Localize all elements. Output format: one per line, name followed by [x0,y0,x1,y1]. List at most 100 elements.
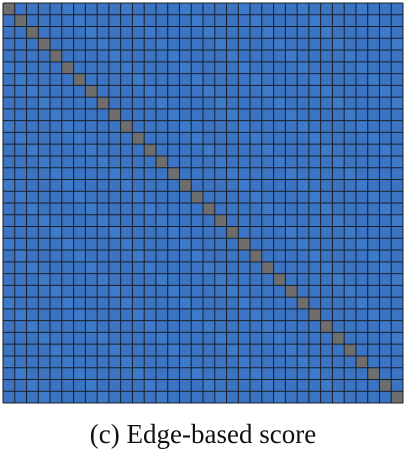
heatmap-cell [120,214,133,227]
heatmap-cell [108,167,121,180]
heatmap-cell [379,61,392,74]
heatmap-cell [320,261,333,274]
heatmap-cell [308,167,321,180]
heatmap-cell [332,214,345,227]
heatmap-cell [3,26,16,39]
heatmap-cell [332,61,345,74]
heatmap-cell [26,179,39,192]
heatmap-cell [214,61,227,74]
heatmap-cell [14,108,27,121]
heatmap-cell [261,214,274,227]
heatmap-cell [285,261,298,274]
heatmap-cell [367,14,380,27]
heatmap-cell [203,285,216,298]
heatmap-cell [3,203,16,216]
heatmap-cell [73,38,86,51]
heatmap-cell [297,367,310,380]
heatmap-cell [144,50,157,63]
heatmap-cell [144,320,157,333]
heatmap-cell [226,379,239,392]
heatmap-cell [73,308,86,321]
heatmap-cell [344,214,357,227]
heatmap-cell [379,285,392,298]
heatmap-cell [3,85,16,98]
diagonal-cell [191,191,204,204]
heatmap-cell [191,50,204,63]
heatmap-cell [85,285,98,298]
heatmap-cell [155,261,168,274]
heatmap-cell [26,144,39,157]
heatmap-cell [285,297,298,310]
heatmap-cell [320,26,333,39]
heatmap-cell [61,226,74,239]
heatmap-cell [379,132,392,145]
heatmap-cell [226,97,239,110]
heatmap-cell [332,367,345,380]
heatmap-cell [379,273,392,286]
heatmap-cell [155,214,168,227]
heatmap-cell [61,285,74,298]
heatmap-cell [391,261,404,274]
heatmap-cell [85,14,98,27]
heatmap-cell [179,132,192,145]
heatmap-cell [167,120,180,133]
heatmap-cell [120,332,133,345]
heatmap-cell [3,273,16,286]
heatmap-cell [214,320,227,333]
heatmap-cell [238,191,251,204]
heatmap-cell [226,203,239,216]
heatmap-cell [61,97,74,110]
heatmap-cell [132,167,145,180]
heatmap-cell [38,355,51,368]
heatmap-cell [120,379,133,392]
heatmap-cell [132,320,145,333]
heatmap-cell [344,179,357,192]
heatmap-cell [226,85,239,98]
heatmap-cell [285,203,298,216]
heatmap-cell [179,273,192,286]
heatmap-cell [308,144,321,157]
heatmap-cell [144,120,157,133]
heatmap-cell [61,261,74,274]
heatmap-cell [191,355,204,368]
heatmap-cell [261,203,274,216]
heatmap-cell [179,238,192,251]
heatmap-cell [179,108,192,121]
heatmap-cell [73,332,86,345]
heatmap-cell [261,85,274,98]
heatmap-cell [14,355,27,368]
heatmap-cell [250,191,263,204]
heatmap-cell [344,155,357,168]
heatmap-cell [391,50,404,63]
heatmap-cell [320,226,333,239]
heatmap-cell [179,155,192,168]
heatmap-cell [38,120,51,133]
heatmap-cell [73,250,86,263]
heatmap-cell [355,85,368,98]
heatmap-cell [214,238,227,251]
heatmap-cell [132,38,145,51]
heatmap-cell [26,38,39,51]
heatmap-cell [50,120,63,133]
heatmap-cell [14,191,27,204]
heatmap-cell [226,320,239,333]
diagonal-cell [250,250,263,263]
heatmap-cell [61,308,74,321]
heatmap-cell [61,379,74,392]
heatmap-cell [155,50,168,63]
heatmap-cell [285,391,298,404]
heatmap-cell [250,238,263,251]
heatmap-cell [332,261,345,274]
heatmap-cell [332,285,345,298]
heatmap-cell [38,144,51,157]
heatmap-cell [14,285,27,298]
heatmap-cell [320,73,333,86]
heatmap-cell [285,273,298,286]
heatmap-cell [38,73,51,86]
heatmap-cell [85,391,98,404]
heatmap-cell [308,238,321,251]
heatmap-cell [26,14,39,27]
heatmap-cell [379,14,392,27]
heatmap-cell [250,85,263,98]
heatmap-cell [179,355,192,368]
